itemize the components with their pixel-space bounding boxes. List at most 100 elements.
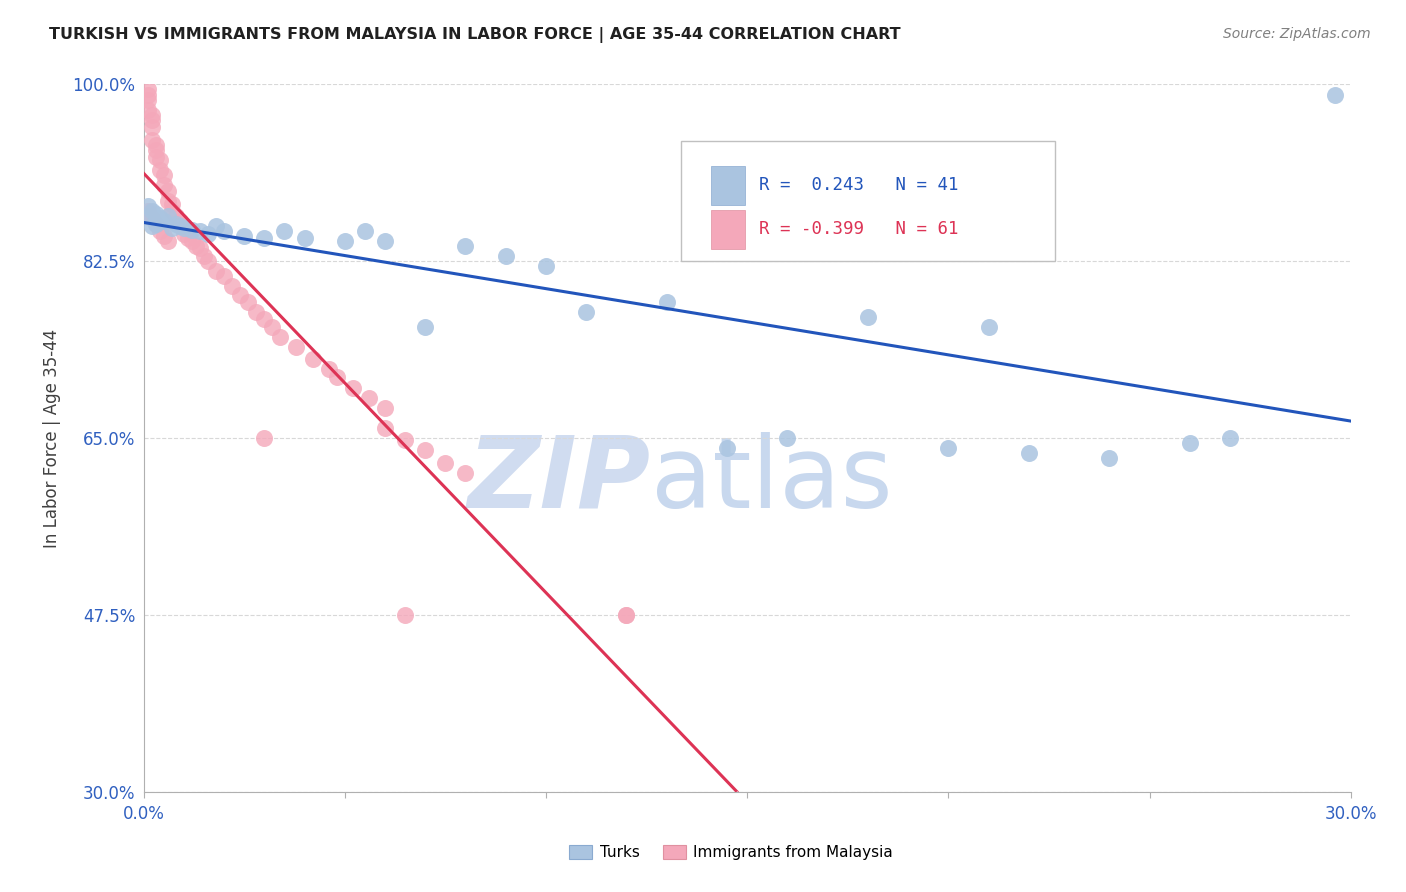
Point: [233, 229, 256, 244]
Point: [454, 467, 477, 481]
Point: [152, 229, 174, 244]
Point: [180, 223, 202, 237]
Point: [197, 227, 219, 241]
Point: [177, 231, 200, 245]
Point: [616, 607, 638, 622]
Point: [145, 217, 167, 231]
Point: [1178, 436, 1201, 450]
Point: [165, 209, 187, 223]
Point: [534, 260, 557, 274]
Point: [655, 294, 678, 309]
Text: R = -0.399   N = 61: R = -0.399 N = 61: [759, 220, 959, 238]
Point: [193, 249, 215, 263]
Point: [136, 87, 159, 102]
Point: [434, 456, 457, 470]
Point: [141, 219, 163, 233]
Point: [262, 319, 284, 334]
Point: [413, 319, 436, 334]
Legend: Turks, Immigrants from Malaysia: Turks, Immigrants from Malaysia: [564, 839, 898, 866]
Point: [318, 362, 340, 376]
Point: [1098, 451, 1121, 466]
Point: [145, 207, 167, 221]
Point: [253, 231, 276, 245]
Point: [160, 203, 183, 218]
Point: [173, 220, 195, 235]
Point: [325, 370, 347, 384]
Point: [221, 279, 243, 293]
Text: R =  0.243   N = 41: R = 0.243 N = 41: [759, 177, 959, 194]
Text: Source: ZipAtlas.com: Source: ZipAtlas.com: [1223, 27, 1371, 41]
Point: [136, 209, 159, 223]
Y-axis label: In Labor Force | Age 35-44: In Labor Force | Age 35-44: [44, 328, 60, 548]
Point: [136, 199, 159, 213]
Point: [136, 103, 159, 117]
Point: [1219, 431, 1241, 445]
Point: [152, 169, 174, 183]
Point: [285, 340, 308, 354]
Point: [141, 108, 163, 122]
Point: [856, 310, 879, 324]
Point: [141, 203, 163, 218]
Point: [374, 401, 396, 415]
Point: [616, 607, 638, 622]
Point: [136, 203, 159, 218]
Bar: [711, 210, 745, 249]
Point: [149, 163, 172, 178]
Point: [977, 319, 1000, 334]
Point: [156, 234, 179, 248]
Point: [184, 239, 207, 253]
Point: [394, 607, 416, 622]
Point: [160, 196, 183, 211]
Point: [149, 224, 172, 238]
Point: [301, 352, 323, 367]
Point: [212, 224, 235, 238]
Point: [374, 234, 396, 248]
Point: [180, 234, 202, 248]
Point: [141, 133, 163, 147]
Point: [273, 224, 295, 238]
Point: [141, 112, 163, 127]
Point: [229, 287, 252, 301]
Point: [1323, 87, 1346, 102]
Point: [156, 194, 179, 208]
Point: [253, 311, 276, 326]
Text: atlas: atlas: [651, 432, 893, 529]
Point: [394, 433, 416, 447]
Point: [776, 431, 799, 445]
Point: [294, 231, 316, 245]
Point: [149, 211, 172, 225]
Point: [169, 219, 191, 233]
Point: [173, 219, 195, 233]
Point: [342, 380, 364, 394]
Point: [156, 209, 179, 223]
Point: [357, 391, 380, 405]
Point: [333, 234, 356, 248]
Point: [245, 304, 267, 318]
Point: [165, 217, 187, 231]
FancyBboxPatch shape: [681, 141, 1054, 261]
Point: [454, 239, 477, 253]
Point: [136, 82, 159, 96]
Point: [160, 220, 183, 235]
Point: [354, 224, 377, 238]
Point: [141, 211, 163, 225]
Point: [136, 93, 159, 107]
Text: ZIP: ZIP: [468, 432, 651, 529]
Point: [374, 421, 396, 435]
Point: [197, 254, 219, 268]
Point: [188, 224, 211, 238]
Point: [145, 217, 167, 231]
Point: [716, 441, 738, 455]
Point: [141, 120, 163, 134]
Point: [136, 209, 159, 223]
Point: [173, 227, 195, 241]
Point: [936, 441, 959, 455]
Point: [169, 214, 191, 228]
Point: [575, 304, 598, 318]
Point: [495, 249, 517, 263]
Point: [1018, 446, 1040, 460]
Text: TURKISH VS IMMIGRANTS FROM MALAYSIA IN LABOR FORCE | AGE 35-44 CORRELATION CHART: TURKISH VS IMMIGRANTS FROM MALAYSIA IN L…: [49, 27, 901, 43]
Point: [145, 150, 167, 164]
Point: [145, 138, 167, 153]
Point: [205, 264, 228, 278]
